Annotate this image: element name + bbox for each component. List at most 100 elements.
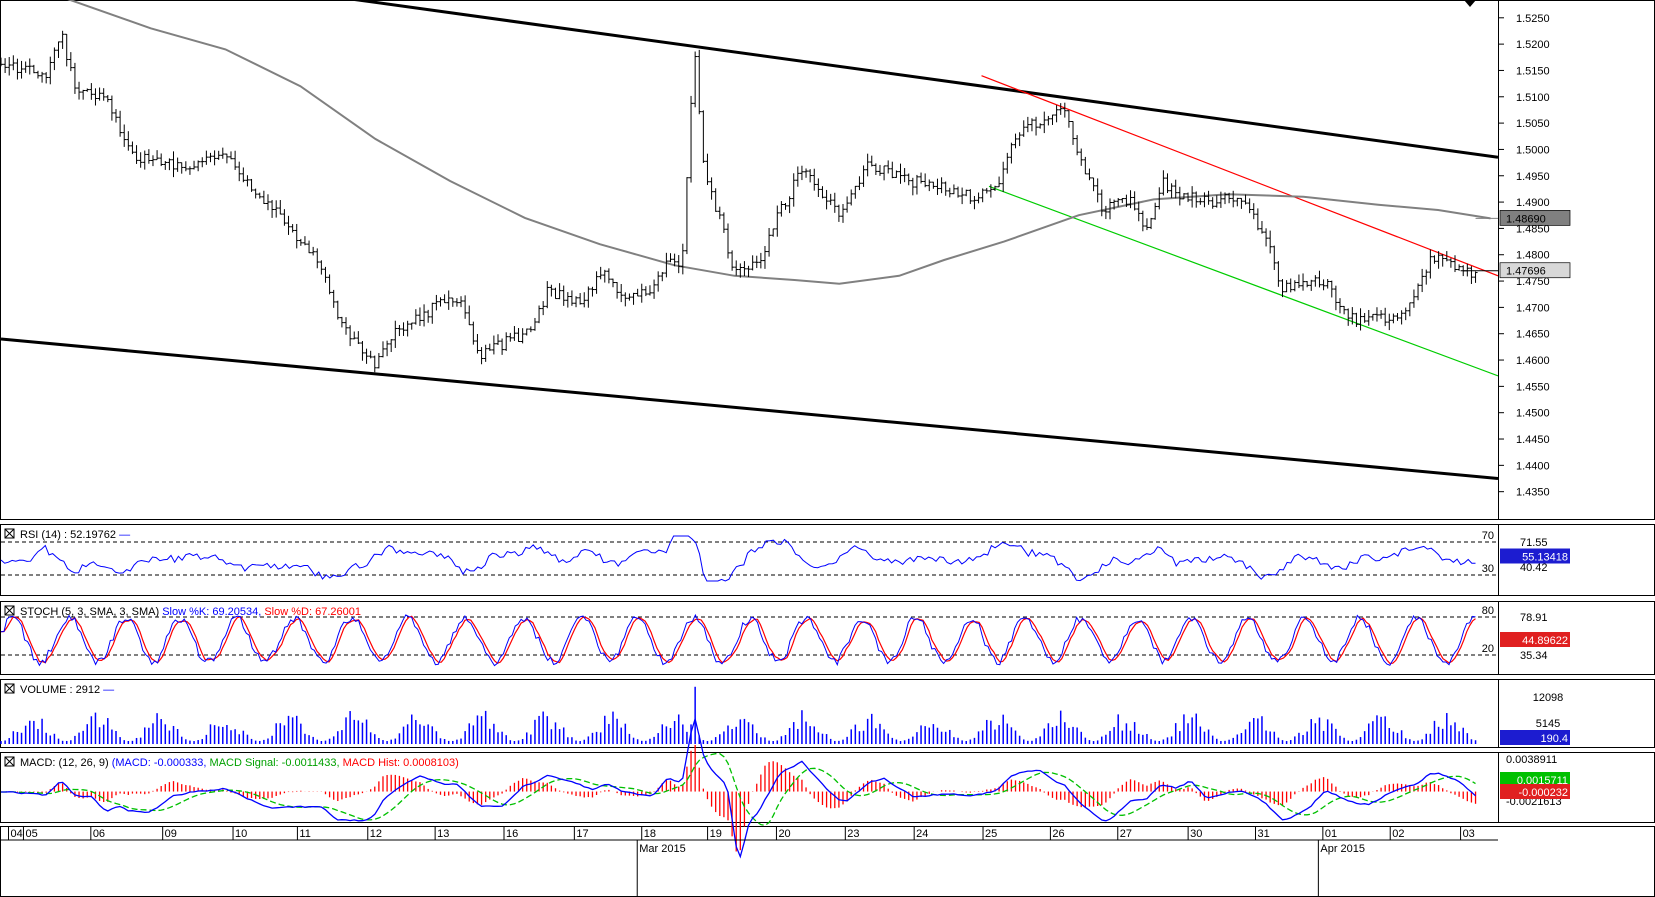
price-bar (1264, 228, 1269, 247)
price-bar (1087, 168, 1092, 181)
price-bar (348, 325, 353, 347)
price-bar (791, 173, 796, 207)
price-bar (984, 187, 989, 194)
stoch-slow-k-line (0, 613, 1476, 667)
stoch-level-label-80: 80 (1482, 605, 1494, 617)
price-bar (914, 174, 919, 195)
price-bar (282, 209, 287, 226)
price-bar (586, 286, 591, 308)
x-tick-label-day: 09 (165, 828, 177, 840)
y-tick-label: 1.4900 (1516, 197, 1550, 209)
y-tick-label: 1.4400 (1516, 460, 1550, 472)
rsi-tick-label: 71.55 (1520, 537, 1548, 549)
price-bar (101, 88, 106, 101)
price-bar (471, 321, 476, 345)
stoch-title-part: Slow %D: 67.26001 (264, 606, 361, 618)
macd-title: MACD: (12, 26, 9) (MACD: -0.000333, MACD… (20, 757, 459, 769)
price-bar (19, 60, 24, 79)
price-bar (208, 152, 213, 163)
price-bar (372, 355, 377, 373)
price-bar (590, 286, 595, 297)
price-bar (323, 266, 328, 283)
price-bar (393, 320, 398, 348)
price-bar (816, 178, 821, 198)
price-bar (1436, 251, 1441, 269)
price-bar (315, 248, 320, 269)
price-bar (1149, 217, 1154, 230)
macd-value-label-box (1500, 772, 1570, 787)
price-bar (1453, 255, 1458, 273)
price-bar (730, 250, 735, 271)
stoch-title: STOCH (5, 3, SMA, 3, SMA) Slow %K: 69.20… (20, 606, 361, 618)
macd-title-part: MACD Hist: 0.0008103) (343, 757, 459, 769)
price-bar (882, 165, 887, 181)
volume-close-button[interactable] (4, 683, 15, 694)
price-bar (229, 151, 234, 160)
price-bar (126, 131, 131, 151)
rsi-tick-label: 40.42 (1520, 562, 1548, 574)
price-bar (274, 200, 279, 218)
price-bar (1013, 133, 1018, 149)
price-bar (150, 155, 155, 167)
price-bar (717, 206, 722, 220)
price-bar (159, 153, 164, 167)
x-tick-label-day: 03 (1463, 828, 1475, 840)
price-bar (861, 165, 866, 187)
price-bar (1001, 161, 1006, 192)
price-bar (1428, 249, 1433, 279)
x-tick-label-day: 02 (1392, 828, 1404, 840)
price-bar (352, 331, 357, 340)
price-bar (1416, 283, 1421, 301)
price-bar (574, 296, 579, 308)
price-bar (294, 223, 299, 249)
price-bar (512, 326, 517, 341)
price-bar (869, 155, 874, 167)
price-bar (972, 195, 977, 210)
price-bar (775, 205, 780, 237)
price-bar (40, 71, 45, 83)
price-bar (960, 187, 965, 205)
price-bar (541, 301, 546, 316)
price-bar (1284, 280, 1289, 293)
price-bar (1210, 197, 1215, 209)
stoch-close-button[interactable] (4, 605, 15, 616)
price-bar (565, 292, 570, 308)
price-bar (713, 188, 718, 212)
y-tick-label: 1.4750 (1516, 276, 1550, 288)
rsi-close-button[interactable] (4, 528, 15, 539)
price-bar (302, 236, 307, 246)
price-bar (902, 168, 907, 183)
y-tick-label: 1.5150 (1516, 65, 1550, 77)
volume-title: VOLUME : 2912 — (20, 684, 114, 696)
price-bar (606, 268, 611, 284)
close-x2 (4, 605, 15, 616)
price-bar (11, 55, 16, 71)
macd-close-button[interactable] (4, 756, 15, 767)
x-tick-label-day: 17 (576, 828, 588, 840)
x-tick-label-day: 05 (25, 828, 37, 840)
price-bar (15, 58, 20, 80)
scroll-marker-icon[interactable] (1464, 0, 1476, 7)
price-bar (249, 178, 254, 192)
y-tick-label: 1.5000 (1516, 144, 1550, 156)
price-bar (204, 150, 209, 165)
price-bar (1054, 105, 1059, 123)
price-bar (1379, 310, 1384, 319)
price-bar (212, 150, 217, 166)
price-bar (1354, 312, 1359, 328)
price-bar (701, 110, 706, 163)
price-bar (890, 161, 895, 179)
price-bar (1231, 190, 1236, 208)
price-bar (988, 184, 993, 198)
price-bar (31, 64, 36, 74)
x-tick-label-day: 01 (1325, 828, 1337, 840)
price-bar (643, 286, 648, 297)
price-bar (405, 320, 410, 337)
price-bar (947, 187, 952, 198)
price-bar (1329, 280, 1334, 298)
price-bar (1333, 285, 1338, 311)
price-bar (1280, 279, 1285, 298)
price-bar (1214, 195, 1219, 208)
price-bar (1444, 251, 1449, 262)
